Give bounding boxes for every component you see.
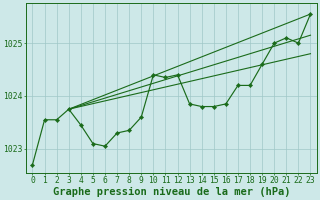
X-axis label: Graphe pression niveau de la mer (hPa): Graphe pression niveau de la mer (hPa) bbox=[53, 186, 290, 197]
